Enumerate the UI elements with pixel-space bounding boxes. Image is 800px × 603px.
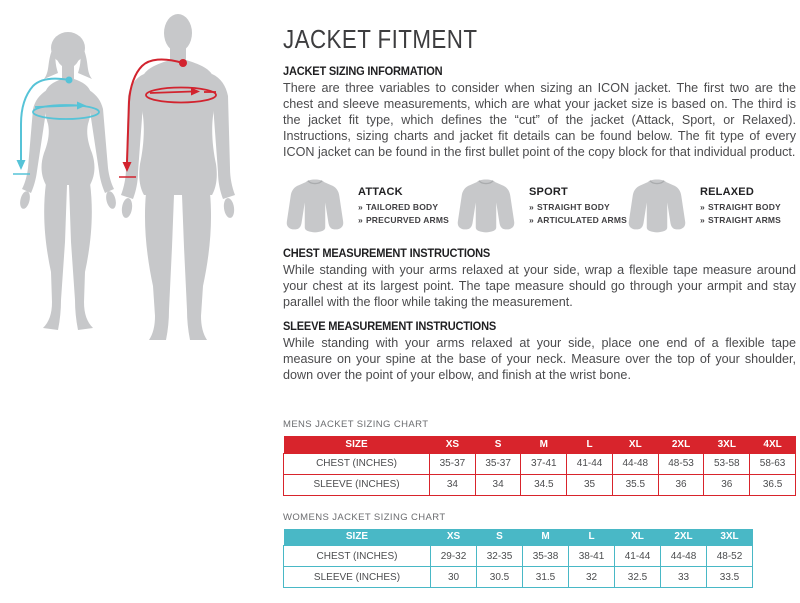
size-column-header: SIZE [283, 436, 430, 453]
table-row: CHEST (INCHES) 35-37 35-37 37-41 41-44 44-48 4… [282, 452, 796, 475]
size-value: 35-37 [474, 452, 522, 475]
size-value: 30 [430, 566, 477, 588]
jacket-icon [454, 173, 518, 237]
size-header-xl: XL [614, 528, 661, 546]
size-header-l: L [568, 528, 615, 546]
male-silhouette [121, 14, 235, 340]
chevron-bullet-icon: » [700, 215, 705, 225]
table-row: SLEEVE (INCHES) 34 34 34.5 35 35.5 36 36 36.5 [282, 473, 796, 496]
female-silhouette [20, 32, 116, 330]
male-chest-arrow [145, 86, 217, 104]
fit-feature: » TAILORED BODY [358, 201, 439, 212]
size-header-4xl: 4XL [749, 436, 796, 453]
size-value: 35 [566, 473, 613, 496]
fit-type-attack: ATTACK » TAILORED BODY » PRECURVED ARMS [283, 173, 454, 237]
fit-type-relaxed: RELAXED » STRAIGHT BODY » STRAIGHT ARMS [625, 173, 796, 237]
female-sleeve-arrow [13, 76, 73, 175]
size-header-2xl: 2XL [658, 436, 704, 453]
size-value: 36 [657, 473, 705, 496]
female-chest-arrow [32, 101, 100, 120]
size-value: 58-63 [749, 452, 796, 475]
chevron-bullet-icon: » [358, 215, 363, 225]
fit-feature: » ARTICULATED ARMS [529, 215, 628, 225]
size-value: 29-32 [430, 545, 477, 567]
mens-chart-label: MENS JACKET SIZING CHART [283, 419, 429, 430]
size-value: 33.5 [706, 566, 753, 588]
male-sleeve-arrow [119, 58, 187, 178]
size-value: 32.5 [614, 566, 661, 588]
row-label: CHEST (INCHES) [282, 452, 431, 475]
size-value: 35.5 [611, 473, 659, 496]
chevron-bullet-icon: » [700, 201, 705, 212]
fit-type-name: RELAXED [700, 186, 754, 198]
size-header-xs: XS [430, 528, 477, 546]
fit-type-sport: SPORT » STRAIGHT BODY » ARTICULATED ARMS [454, 173, 628, 237]
size-value: 32-35 [476, 545, 523, 567]
size-value: 34.5 [520, 473, 568, 496]
size-header-s: S [475, 436, 521, 453]
size-header-xs: XS [429, 436, 476, 453]
size-value: 44-48 [611, 452, 659, 475]
size-value: 35-38 [522, 545, 569, 567]
size-value: 48-53 [657, 452, 705, 475]
table-row: CHEST (INCHES) 29-32 32-35 35-38 38-41 41-44 4… [283, 545, 753, 567]
fit-types-row: ATTACK » TAILORED BODY » PRECURVED ARMS SP… [283, 173, 796, 237]
table-row: SLEEVE (INCHES) 30 30.5 31.5 32 32.5 33 33.5 [283, 566, 753, 588]
chest-instructions-heading: CHEST MEASUREMENT INSTRUCTIONS [283, 248, 491, 260]
size-header-3xl: 3XL [706, 528, 753, 546]
chevron-bullet-icon: » [529, 215, 534, 225]
size-value: 34 [474, 473, 522, 496]
fit-feature: » STRAIGHT ARMS [700, 215, 782, 225]
size-value: 35-37 [429, 452, 476, 475]
sleeve-instructions-text: While standing with your arms relaxed at… [283, 336, 796, 382]
womens-chart-label: WOMENS JACKET SIZING CHART [283, 511, 446, 523]
womens-size-table: SIZE XS S M L XL 2XL 3XL CHEST (INCHES) 29-32 32-3… [283, 528, 753, 588]
mens-size-table: SIZE XS S M L XL 2XL 3XL 4XL CHEST (INCHES) 35-37 3… [282, 436, 796, 496]
size-value: 48-52 [706, 545, 753, 567]
size-header-xl: XL [612, 436, 659, 453]
size-value: 33 [660, 566, 707, 588]
size-value: 36 [703, 473, 751, 496]
fit-feature: » STRAIGHT BODY [529, 201, 610, 212]
size-value: 34 [429, 473, 476, 496]
size-header-2xl: 2XL [660, 528, 707, 546]
fit-feature: » STRAIGHT BODY [700, 201, 781, 212]
jacket-icon [283, 173, 347, 237]
size-value: 44-48 [660, 545, 707, 567]
sleeve-instructions-heading: SLEEVE MEASUREMENT INSTRUCTIONS [283, 321, 497, 333]
fit-type-name: ATTACK [358, 186, 403, 198]
chest-instructions-text: While standing with your arms relaxed at… [283, 263, 796, 309]
size-value: 41-44 [614, 545, 661, 567]
page-title: JACKET FITMENT [283, 24, 478, 54]
jacket-icon [625, 173, 689, 237]
body-silhouettes-graphic [13, 14, 235, 340]
row-label: SLEEVE (INCHES) [282, 473, 431, 496]
sizing-info-heading: JACKET SIZING INFORMATION [283, 66, 443, 78]
size-value: 53-58 [703, 452, 751, 475]
row-label: CHEST (INCHES) [283, 545, 431, 567]
fit-feature: » PRECURVED ARMS [358, 215, 450, 225]
size-value: 41-44 [566, 452, 613, 475]
size-column-header: SIZE [283, 528, 431, 546]
size-header-l: L [566, 436, 613, 453]
size-header-m: M [522, 528, 569, 546]
size-value: 30.5 [476, 566, 523, 588]
size-value: 36.5 [749, 473, 796, 496]
size-value: 38-41 [568, 545, 615, 567]
size-value: 31.5 [522, 566, 569, 588]
measurement-figures [0, 0, 280, 360]
size-value: 32 [568, 566, 615, 588]
fit-type-name: SPORT [529, 186, 568, 198]
sizing-info-text: There are three variables to consider wh… [283, 81, 796, 159]
content-column: JACKET FITMENT JACKET SIZING INFORMATION… [282, 0, 796, 588]
size-header-3xl: 3XL [703, 436, 750, 453]
size-value: 37-41 [520, 452, 568, 475]
chevron-bullet-icon: » [529, 201, 534, 212]
chevron-bullet-icon: » [358, 201, 363, 212]
size-header-m: M [520, 436, 567, 453]
row-label: SLEEVE (INCHES) [283, 566, 431, 588]
size-header-s: S [476, 528, 523, 546]
